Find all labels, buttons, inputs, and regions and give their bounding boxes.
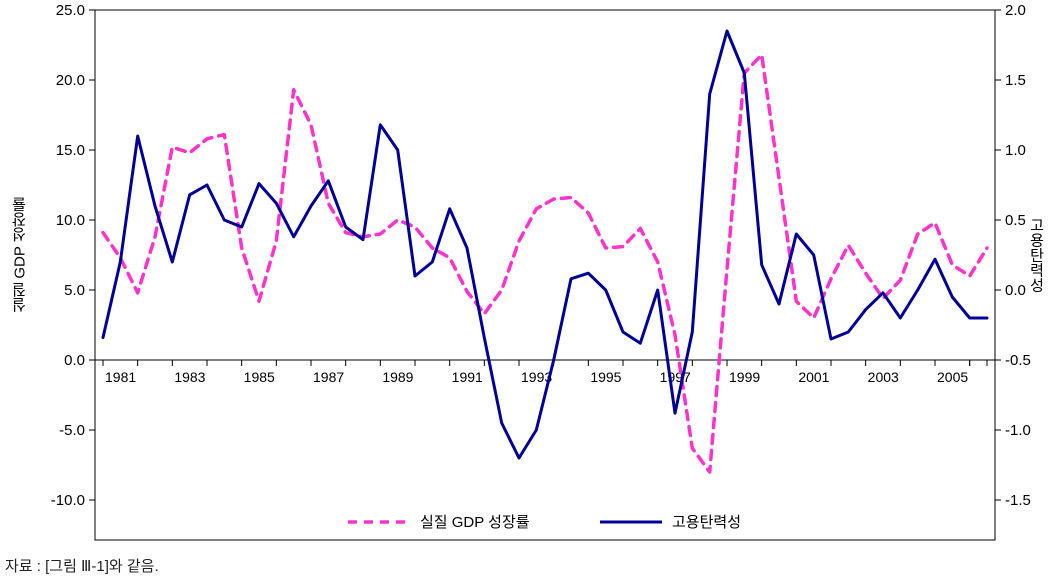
y-right-axis-label: 고용탄력성	[1028, 218, 1045, 293]
y-right-tick-label: 0.0	[1005, 282, 1026, 299]
x-tick-label: 1987	[313, 369, 344, 385]
x-tick-label: 1991	[452, 369, 483, 385]
source-note: 자료 : [그림 Ⅲ-1]와 같음.	[5, 555, 159, 576]
y-left-tick-label: 0.0	[64, 352, 85, 369]
x-tick-label: 1995	[590, 369, 621, 385]
y-right-tick-label: -0.5	[1005, 352, 1031, 369]
y-left-tick-label: -5.0	[59, 422, 85, 439]
y-right-tick-label: -1.0	[1005, 422, 1031, 439]
y-right-tick-label: 2.0	[1005, 2, 1026, 19]
legend-label: 고용탄력성	[672, 514, 741, 531]
x-tick-label: 1981	[105, 369, 136, 385]
x-tick-label: 2005	[937, 369, 968, 385]
x-tick-label: 2001	[798, 369, 829, 385]
x-tick-label: 1997	[660, 369, 691, 385]
y-left-tick-label: 25.0	[56, 2, 85, 19]
dual-axis-line-chart: -10.0 -5.0 0.0 5.0 10.0 15.0 20.0 25.0 -1.5 -1.0 -…	[0, 0, 1050, 555]
y-left-tick-label: 10.0	[56, 212, 85, 229]
y-left-tick-label: 5.0	[64, 282, 85, 299]
y-right-tick-label: -1.5	[1005, 492, 1031, 509]
y-left-tick-label: -10.0	[51, 492, 85, 509]
y-right-tick-label: 1.0	[1005, 142, 1026, 159]
y-left-axis-label: 실질 GDP 성장률	[12, 197, 29, 313]
y-right-tick-label: 1.5	[1005, 72, 1026, 89]
x-tick-label: 1989	[382, 369, 413, 385]
x-tick-label: 2003	[868, 369, 899, 385]
y-left-tick-label: 15.0	[56, 142, 85, 159]
y-left-tick-label: 20.0	[56, 72, 85, 89]
x-tick-label: 1983	[174, 369, 205, 385]
y-right-tick-label: 0.5	[1005, 212, 1026, 229]
legend-label: 실질 GDP 성장률	[420, 514, 530, 531]
x-tick-label: 1985	[244, 369, 275, 385]
x-tick-label: 1999	[729, 369, 760, 385]
